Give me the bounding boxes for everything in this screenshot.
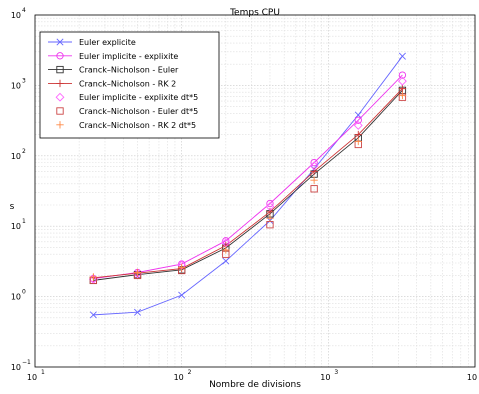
data-point	[133, 308, 142, 316]
data-point	[266, 199, 274, 208]
data-point	[354, 130, 362, 139]
legend-entry: Euler implicite - explixite	[48, 52, 178, 61]
x-tick-label: 10 1	[27, 369, 45, 382]
svg-text:10: 10	[320, 373, 330, 382]
legend-box	[39, 31, 220, 139]
series-7	[89, 91, 407, 281]
svg-text:10: 10	[11, 11, 21, 20]
data-point	[354, 111, 362, 119]
svg-text:10: 10	[27, 373, 37, 382]
svg-text:−1: −1	[22, 359, 31, 366]
legend-marker	[56, 107, 64, 115]
legend-marker	[56, 38, 64, 46]
x-tick-label: 10 2	[174, 369, 192, 382]
legend-label: Cranck–Nicholson - Euler dt*5	[79, 107, 198, 116]
legend-marker	[56, 79, 64, 88]
legend-entry: Cranck–Nicholson - Euler dt*5	[56, 107, 198, 116]
series-line	[93, 88, 403, 279]
series-layer	[88, 52, 407, 319]
x-axis-label: Nombre de divisions	[209, 380, 301, 390]
data-point	[310, 176, 318, 184]
y-tick-label: 101	[11, 218, 26, 231]
y-axis-label: s	[10, 202, 15, 212]
data-point	[310, 158, 318, 167]
plot-frame	[34, 14, 476, 368]
svg-text:10: 10	[174, 373, 184, 382]
svg-text:10: 10	[11, 222, 21, 231]
svg-text:10: 10	[11, 293, 21, 302]
data-point	[89, 273, 98, 281]
svg-text:2: 2	[22, 148, 26, 155]
grid	[35, 15, 475, 367]
svg-text:1: 1	[41, 369, 45, 376]
data-point	[397, 76, 407, 86]
legend-label: Cranck–Nicholson - RK 2	[79, 79, 176, 88]
data-point	[398, 91, 407, 100]
x-tick-label: 10 3	[320, 369, 338, 382]
data-point	[177, 263, 186, 272]
legend-label: Euler explicite	[79, 38, 136, 47]
data-point	[265, 202, 275, 212]
y-tick-label: 102	[11, 148, 26, 161]
data-point	[178, 291, 186, 299]
legend-label: Cranck–Nicholson - Euler	[79, 66, 179, 75]
x-tick-labels: 10 1 10 2 10 3 104	[27, 369, 477, 382]
data-point	[309, 161, 319, 171]
svg-text:10: 10	[11, 81, 21, 90]
data-point	[266, 208, 274, 216]
y-tick-label: 103	[11, 77, 26, 90]
y-tick-label: 10−1	[11, 359, 31, 372]
svg-text:10: 10	[11, 363, 21, 372]
svg-text:4: 4	[22, 7, 26, 14]
data-point	[310, 185, 318, 193]
legend-marker	[56, 65, 64, 74]
legend-label: Euler implicite - explixite dt*5	[79, 93, 198, 102]
x-tick-label: 104	[467, 373, 477, 382]
legend-label: Cranck–Nicholson - RK 2 dt*5	[79, 121, 196, 130]
data-point	[310, 167, 318, 176]
legend-entry: Cranck–Nicholson - RK 2 dt*5	[56, 121, 196, 130]
data-point	[89, 311, 97, 319]
data-point	[354, 116, 362, 124]
svg-text:0: 0	[22, 289, 26, 296]
chart-title: Temps CPU	[229, 8, 280, 18]
svg-text:3: 3	[334, 369, 338, 376]
legend-entry: Euler explicite	[48, 38, 136, 47]
data-point	[353, 120, 363, 130]
svg-text:10: 10	[467, 373, 477, 382]
svg-text:3: 3	[22, 77, 26, 84]
legend-entry: Cranck–Nicholson - Euler	[48, 66, 179, 75]
svg-text:1: 1	[22, 218, 26, 225]
series-line	[93, 90, 403, 281]
data-point	[222, 246, 230, 254]
legend-entry: Euler implicite - explixite dt*5	[55, 92, 198, 102]
data-point	[354, 137, 362, 146]
data-point	[398, 84, 407, 93]
legend-marker	[56, 121, 64, 129]
data-point	[133, 268, 142, 277]
svg-text:10: 10	[11, 152, 21, 161]
series-line	[93, 55, 403, 316]
data-point	[266, 214, 274, 222]
legend-entry: Cranck–Nicholson - RK 2	[48, 79, 176, 88]
legend-label: Euler implicite - explixite	[79, 52, 178, 61]
y-tick-label: 100	[11, 289, 26, 302]
data-point	[398, 52, 406, 60]
legend-marker	[55, 92, 65, 102]
data-point	[222, 257, 230, 265]
legend-marker	[56, 52, 64, 60]
y-tick-label: 104	[11, 7, 26, 20]
legend: Euler explicite Euler implicite - explixi…	[39, 31, 220, 139]
svg-text:2: 2	[188, 369, 192, 376]
series-line	[93, 74, 403, 280]
data-point	[398, 71, 407, 79]
